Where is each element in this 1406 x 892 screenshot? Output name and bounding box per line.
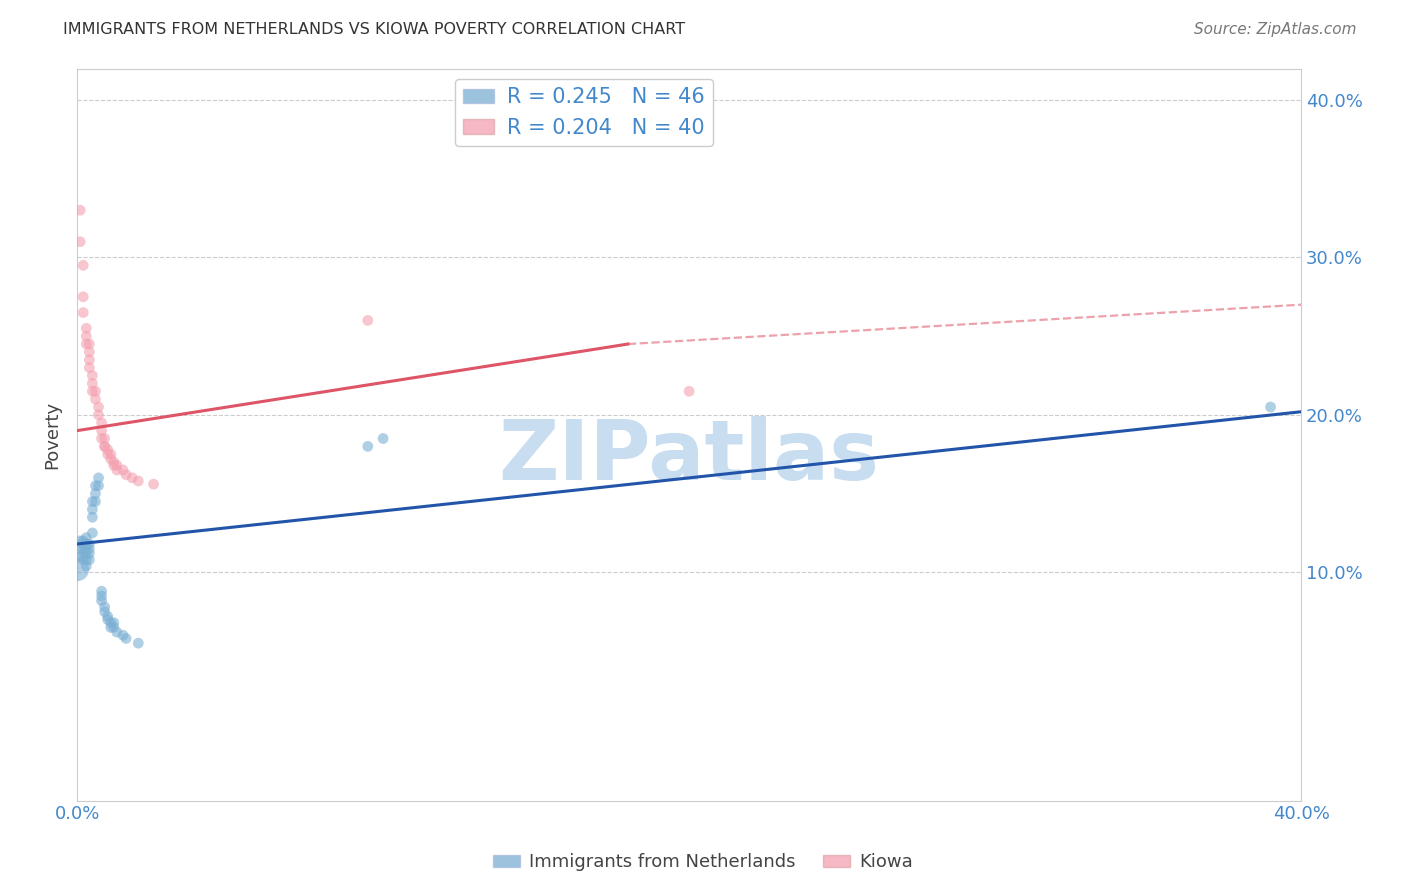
Point: [105, 458, 128, 473]
Point: [84, 486, 107, 500]
Point: [72, 553, 94, 567]
Point: [79, 360, 101, 375]
Point: [75, 537, 97, 551]
Point: [97, 442, 120, 457]
Point: [90, 593, 112, 607]
Point: [100, 615, 122, 630]
Text: IMMIGRANTS FROM NETHERLANDS VS KIOWA POVERTY CORRELATION CHART: IMMIGRANTS FROM NETHERLANDS VS KIOWA POV…: [63, 22, 685, 37]
Point: [1260, 400, 1282, 414]
Point: [103, 458, 125, 473]
Point: [100, 447, 122, 461]
Point: [75, 541, 97, 556]
Point: [100, 452, 122, 467]
Point: [115, 467, 138, 482]
Point: [75, 337, 97, 351]
Point: [93, 439, 115, 453]
Point: [103, 620, 125, 634]
Point: [111, 463, 134, 477]
Point: [75, 546, 97, 560]
Point: [121, 471, 143, 485]
Point: [90, 424, 112, 438]
Point: [72, 537, 94, 551]
Point: [72, 290, 94, 304]
Point: [357, 439, 380, 453]
Point: [79, 345, 101, 359]
Point: [103, 455, 125, 469]
Point: [97, 613, 120, 627]
Point: [93, 599, 115, 614]
Point: [69, 549, 91, 564]
Point: [79, 541, 101, 556]
Point: [90, 589, 112, 603]
Point: [82, 384, 104, 399]
Point: [357, 313, 380, 327]
Point: [678, 384, 700, 399]
Point: [82, 368, 104, 383]
Point: [103, 615, 125, 630]
Point: [72, 258, 94, 272]
Point: [84, 392, 107, 406]
Point: [105, 463, 128, 477]
Point: [79, 553, 101, 567]
Point: [72, 541, 94, 556]
Point: [93, 432, 115, 446]
Point: [84, 494, 107, 508]
Point: [97, 609, 120, 624]
Point: [72, 305, 94, 319]
Point: [127, 474, 149, 488]
Y-axis label: Poverty: Poverty: [44, 401, 60, 468]
Point: [90, 584, 112, 599]
Text: Source: ZipAtlas.com: Source: ZipAtlas.com: [1194, 22, 1357, 37]
Point: [69, 533, 91, 548]
Point: [100, 620, 122, 634]
Point: [69, 203, 91, 218]
Point: [69, 541, 91, 556]
Point: [66, 562, 89, 576]
Legend: Immigrants from Netherlands, Kiowa: Immigrants from Netherlands, Kiowa: [486, 847, 920, 879]
Text: ZIPatlas: ZIPatlas: [499, 416, 880, 497]
Point: [97, 447, 120, 461]
Point: [79, 352, 101, 367]
Point: [79, 537, 101, 551]
Point: [75, 559, 97, 574]
Point: [87, 408, 110, 422]
Point: [82, 502, 104, 516]
Point: [69, 235, 91, 249]
Point: [75, 329, 97, 343]
Point: [75, 553, 97, 567]
Point: [142, 477, 165, 491]
Point: [93, 605, 115, 619]
Point: [79, 546, 101, 560]
Point: [82, 510, 104, 524]
Point: [72, 546, 94, 560]
Point: [84, 384, 107, 399]
Point: [87, 471, 110, 485]
Point: [115, 632, 138, 646]
Point: [87, 400, 110, 414]
Point: [75, 531, 97, 545]
Point: [90, 432, 112, 446]
Point: [72, 533, 94, 548]
Point: [84, 479, 107, 493]
Legend: R = 0.245   N = 46, R = 0.204   N = 40: R = 0.245 N = 46, R = 0.204 N = 40: [454, 78, 713, 146]
Point: [90, 416, 112, 430]
Point: [79, 337, 101, 351]
Point: [82, 525, 104, 540]
Point: [82, 376, 104, 391]
Point: [87, 479, 110, 493]
Point: [127, 636, 149, 650]
Point: [371, 432, 394, 446]
Point: [82, 494, 104, 508]
Point: [111, 628, 134, 642]
Point: [75, 321, 97, 335]
Point: [93, 439, 115, 453]
Point: [105, 625, 128, 640]
